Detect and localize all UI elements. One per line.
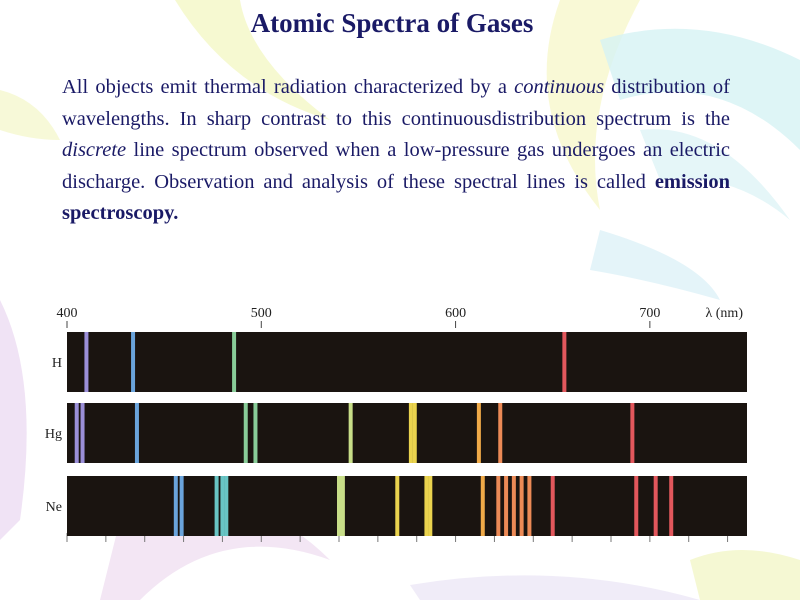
spectral-line — [511, 476, 516, 536]
spectral-line — [519, 476, 524, 536]
paragraph-text: line spectrum observed when a low-pressu… — [62, 139, 730, 193]
spectral-line — [562, 332, 567, 392]
spectral-line — [348, 403, 353, 463]
tick-label: 700 — [639, 306, 660, 321]
emphasis-discrete: discrete — [62, 139, 127, 161]
spectral-line — [527, 476, 532, 536]
gas-label: Hg — [45, 427, 62, 442]
spectral-line — [550, 476, 555, 536]
spectral-line — [243, 403, 248, 463]
axis-unit-label: λ (nm) — [705, 306, 743, 321]
spectral-line — [424, 476, 429, 536]
body-paragraph: All objects emit thermal radiation chara… — [62, 72, 730, 230]
spectral-line — [634, 476, 639, 536]
gas-label: Ne — [46, 500, 62, 515]
spectral-line — [179, 476, 184, 536]
spectral-line — [669, 476, 674, 536]
spectral-line — [408, 403, 413, 463]
tick-label: 600 — [445, 306, 466, 321]
spectral-line — [428, 476, 433, 536]
spectral-line — [232, 332, 237, 392]
spectral-line — [80, 403, 85, 463]
spectral-line — [395, 476, 400, 536]
spectral-line — [340, 476, 345, 536]
spectral-lines-chart: 400 500 600 700 λ (nm) H Hg Ne — [45, 306, 747, 542]
spectral-line — [412, 403, 417, 463]
gas-label: H — [52, 356, 62, 371]
spectral-line — [630, 403, 635, 463]
spectral-line — [480, 476, 485, 536]
spectral-line — [504, 476, 509, 536]
spectral-line — [253, 403, 258, 463]
emphasis-continuous: continuous — [514, 76, 605, 98]
spectral-line — [220, 476, 225, 536]
spectral-line — [173, 476, 178, 536]
spectrum-band — [67, 476, 747, 536]
paragraph-text: distribution of wavelengths. In sharp co… — [62, 76, 730, 130]
spectral-line — [74, 403, 79, 463]
spectral-line — [476, 403, 481, 463]
spectral-line — [131, 332, 136, 392]
spectral-line — [337, 476, 341, 536]
spectral-line — [84, 332, 89, 392]
spectral-line — [498, 403, 503, 463]
spectrum-band — [67, 403, 747, 463]
tick-label: 500 — [251, 306, 272, 321]
emphasis-emission-spectroscopy: emission spectroscopy. — [62, 170, 731, 225]
slide-title: Atomic Spectra of Gases — [250, 8, 534, 38]
spectral-line — [134, 403, 139, 463]
paragraph-text: All objects emit thermal radiation chara… — [62, 76, 507, 98]
spectral-line — [653, 476, 658, 536]
spectrum-band — [67, 332, 747, 392]
tick-label: 400 — [57, 306, 78, 321]
spectral-line — [214, 476, 219, 536]
spectral-line — [224, 476, 229, 536]
spectral-line — [496, 476, 501, 536]
